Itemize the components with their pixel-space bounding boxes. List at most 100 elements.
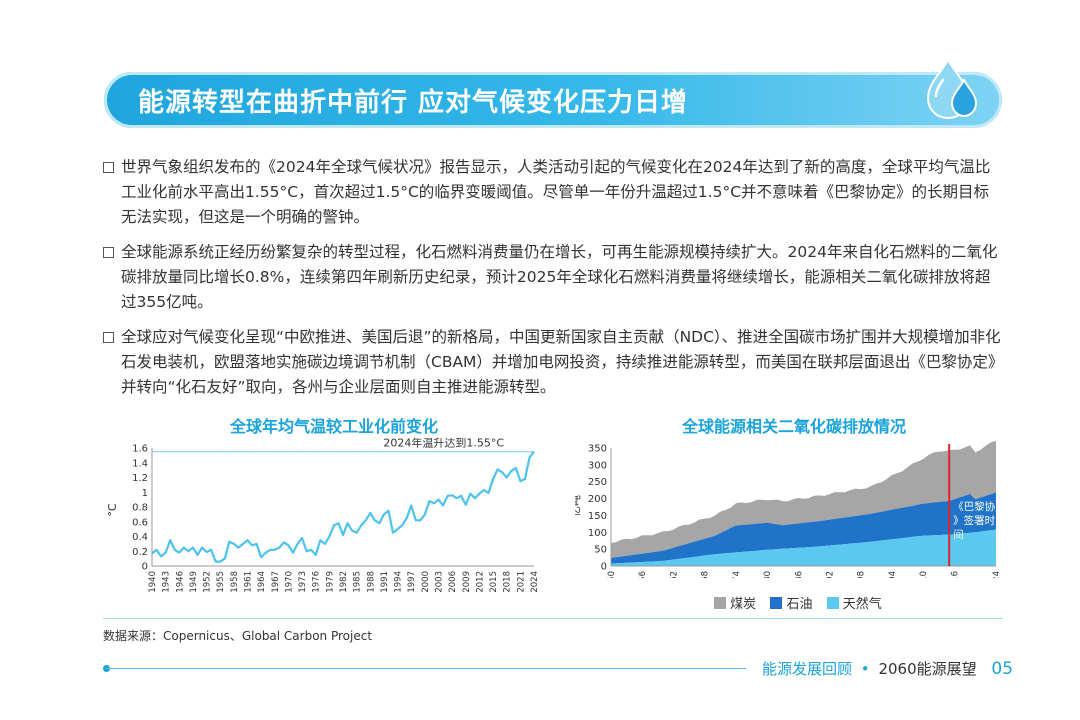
y-tick-label: 0.2 (132, 547, 148, 558)
legend-label-gas: 天然气 (842, 597, 882, 612)
paris-annotation-text: 间 (953, 528, 964, 541)
x-tick-label: 2003 (435, 571, 445, 593)
area-series-石油 (611, 492, 996, 564)
x-tick-label: 2021 (516, 571, 526, 593)
y-tick-label: 0 (601, 562, 607, 573)
x-tick-label: 1979 (325, 571, 335, 593)
x-tick-label: 2006 (448, 571, 458, 593)
area-series-煤炭 (611, 440, 996, 558)
legend-swatch-gas (826, 597, 839, 609)
x-tick-label: 1974 (732, 571, 742, 578)
x-tick-label: 1946 (175, 571, 185, 593)
x-tick-label: 1968 (701, 571, 711, 578)
x-tick-label: 2000 (421, 571, 431, 593)
legend-label-coal: 煤炭 (730, 597, 757, 612)
emissions-area-chart: 0 50 100 150 200 250 300 350 亿吨 1950 1956 1962 1968 1… (575, 440, 1005, 578)
x-tick-label: 1961 (244, 571, 254, 593)
x-tick-label: 1949 (189, 571, 199, 593)
legend-label-oil: 石油 (786, 597, 813, 612)
temperature-line-chart: 0 0.2 0.4 0.6 0.8 1 1.2 1.4 1.6 °C 1940 1943 1946 194… (106, 438, 540, 593)
x-tick-label: 1970 (284, 571, 294, 593)
emissions-chart-title: 全球能源相关二氧化碳排放情况 (682, 417, 907, 436)
y-tick-label: 250 (588, 477, 607, 488)
x-tick-label: 2024 (992, 571, 1002, 578)
footer-section: 能源发展回顾 (762, 660, 853, 678)
bullet-text: 全球应对气候变化呈现“中欧推进、美国后退”的新格局，中国更新国家自主贡献（NDC… (121, 328, 1001, 396)
x-tick-label: 1997 (407, 571, 417, 593)
checkbox-square-icon (103, 247, 114, 258)
x-tick-label: 1982 (339, 571, 349, 593)
y-axis-label: 亿吨 (575, 495, 582, 517)
checkbox-square-icon (103, 162, 114, 173)
footer-book-title: 2060能源展望 (878, 660, 977, 678)
title-banner (104, 72, 1002, 128)
annotation-label: 2024年温升达到1.55°C (383, 438, 504, 450)
x-tick-label: 1958 (230, 571, 240, 593)
x-tick-label: 1973 (298, 571, 308, 593)
x-tick-label: 1998 (857, 571, 867, 578)
bullet-item: 全球应对气候变化呈现“中欧推进、美国后退”的新格局，中国更新国家自主贡献（NDC… (103, 325, 1003, 400)
temperature-series-line (151, 451, 535, 563)
y-tick-label: 200 (588, 494, 607, 505)
y-tick-label: 350 (588, 444, 607, 455)
y-tick-label: 0.6 (132, 517, 148, 528)
x-tick-label: 2012 (475, 571, 485, 593)
y-tick-label: 50 (594, 545, 607, 556)
x-tick-label: 1967 (271, 571, 281, 593)
temperature-chart-title: 全球年均气温较工业化前变化 (230, 417, 439, 436)
x-tick-label: 1980 (763, 571, 773, 578)
y-tick-label: 1 (142, 488, 148, 499)
y-tick-label: 0 (142, 562, 148, 573)
x-tick-label: 2018 (503, 571, 513, 593)
x-tick-label: 2004 (888, 571, 898, 578)
checkbox-square-icon (103, 332, 114, 343)
x-tick-label: 1994 (394, 571, 404, 593)
x-tick-label: 1964 (257, 571, 267, 593)
footer-line (106, 668, 746, 669)
x-tick-label: 2009 (462, 571, 472, 593)
y-tick-label: 100 (588, 528, 607, 539)
y-axis-label: °C (106, 503, 119, 517)
paris-annotation-text: 《巴黎协定 (953, 500, 1005, 513)
bullet-item: 世界气象组织发布的《2024年全球气候状况》报告显示，人类活动引起的气候变化在2… (103, 155, 1003, 230)
footer: 能源发展回顾 • 2060能源展望 05 (762, 658, 1013, 679)
x-tick-label: 1962 (669, 571, 679, 578)
page-title: 能源转型在曲折中前行 应对气候变化压力日增 (138, 88, 689, 118)
page-number: 05 (991, 659, 1014, 679)
legend-swatch-coal (714, 597, 726, 609)
x-tick-label: 2024 (530, 571, 540, 593)
x-tick-label: 1986 (794, 571, 804, 578)
y-tick-label: 150 (588, 511, 607, 522)
bullet-list: 世界气象组织发布的《2024年全球气候状况》报告显示，人类活动引起的气候变化在2… (103, 155, 1003, 410)
x-tick-label: 1955 (216, 571, 226, 593)
bullet-text: 全球能源系统正经历纷繁复杂的转型过程，化石燃料消费量仍在增长，可再生能源规模持续… (121, 243, 998, 311)
data-source: 数据来源：Copernicus、Global Carbon Project (103, 629, 373, 643)
area-series-天然气 (611, 529, 996, 566)
x-tick-label: 1940 (148, 571, 158, 593)
bullet-item: 全球能源系统正经历纷繁复杂的转型过程，化石燃料消费量仍在增长，可再生能源规模持续… (103, 240, 1003, 315)
y-tick-label: 1.6 (132, 444, 148, 455)
x-tick-label: 2015 (489, 571, 499, 593)
y-tick-label: 0.4 (132, 532, 148, 543)
legend-swatch-oil (770, 597, 783, 609)
bullet-text: 世界气象组织发布的《2024年全球气候状况》报告显示，人类活动引起的气候变化在2… (121, 158, 991, 226)
x-tick-label: 2016 (950, 571, 960, 578)
x-tick-label: 1943 (162, 571, 172, 593)
emissions-legend: 煤炭 石油 天然气 (714, 593, 882, 612)
y-tick-label: 300 (588, 460, 607, 471)
y-tick-label: 0.8 (132, 503, 148, 514)
source-divider (103, 618, 1003, 619)
water-drop-icon (926, 57, 978, 120)
x-tick-label: 1988 (366, 571, 376, 593)
footer-separator: • (860, 660, 870, 678)
x-tick-label: 1956 (638, 571, 648, 578)
paris-annotation-text: 》签署时 (953, 514, 995, 527)
y-tick-label: 1.2 (132, 473, 148, 484)
x-tick-label: 2010 (919, 571, 929, 578)
x-tick-label: 1950 (607, 571, 617, 578)
x-tick-label: 1991 (380, 571, 390, 593)
x-tick-label: 1985 (353, 571, 363, 593)
y-tick-label: 1.4 (132, 458, 148, 469)
x-tick-label: 1952 (203, 571, 213, 593)
x-tick-label: 1976 (312, 571, 322, 593)
